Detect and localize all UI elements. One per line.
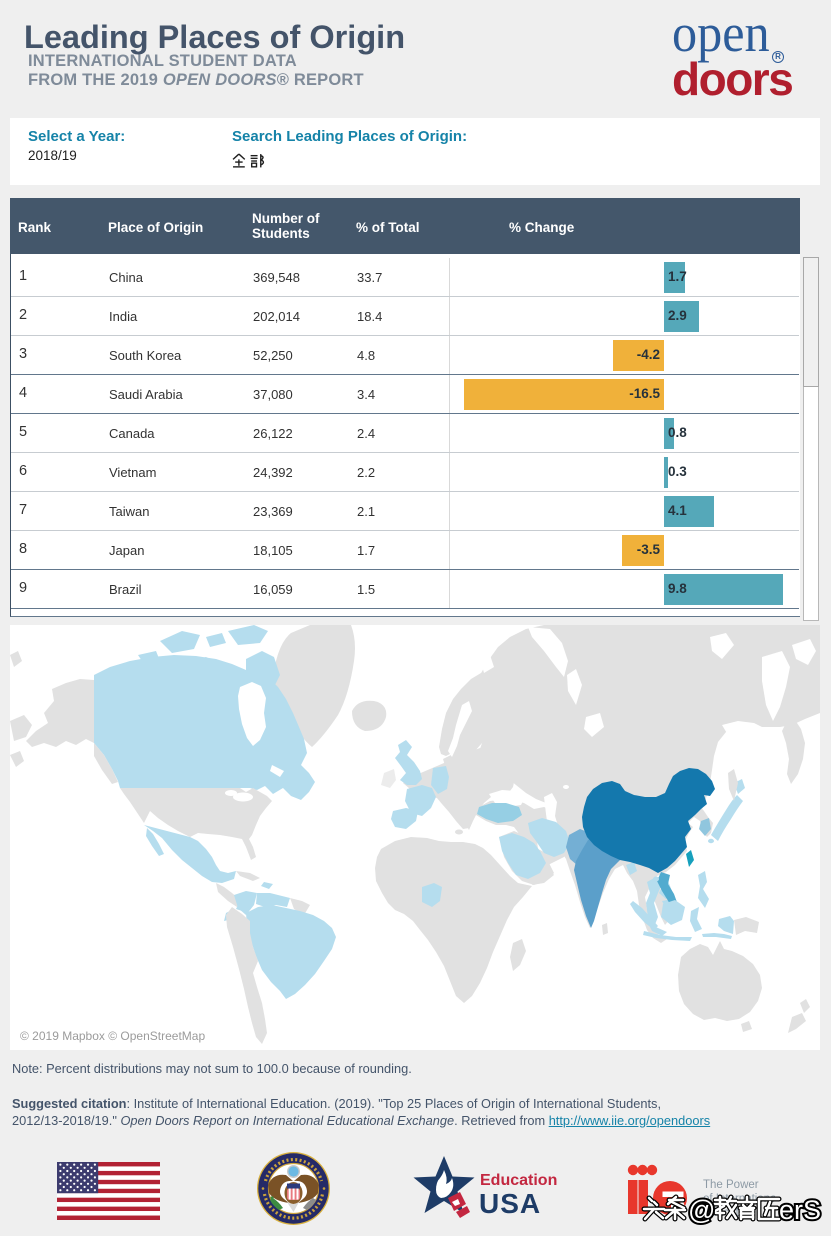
- svg-text:The Power: The Power: [703, 1179, 759, 1191]
- svg-text:USA: USA: [479, 1188, 541, 1219]
- svg-text:erS: erS: [779, 1195, 821, 1225]
- svg-text:@: @: [688, 1195, 715, 1225]
- svg-text:Education: Education: [480, 1172, 557, 1189]
